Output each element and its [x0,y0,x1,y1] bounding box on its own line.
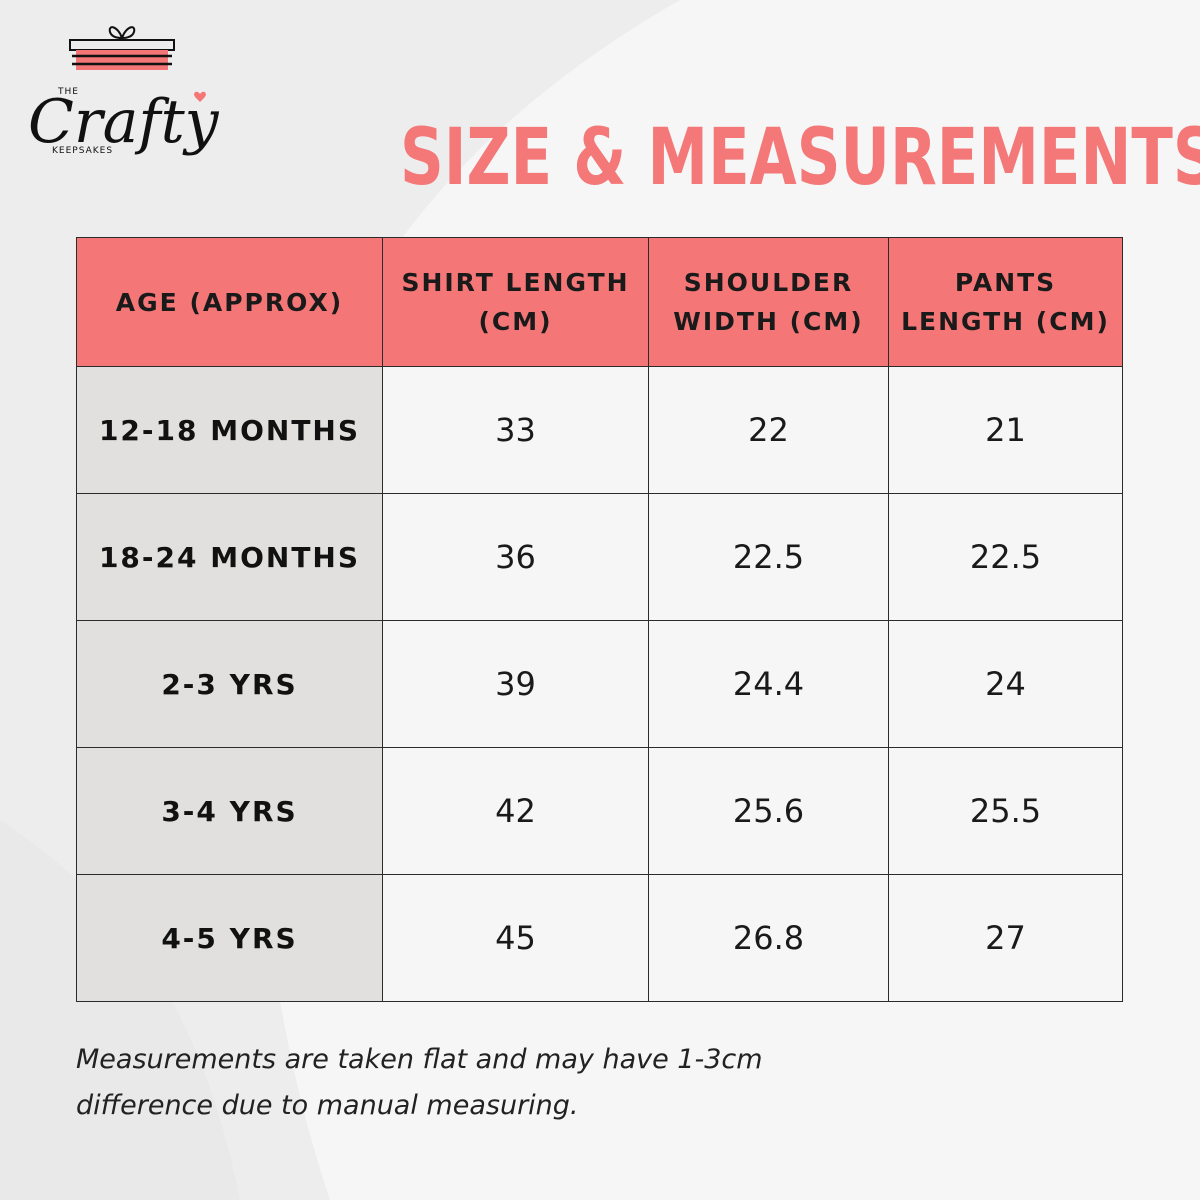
table-row: 3-4 YRS 42 25.6 25.5 [76,747,1123,875]
shoulder-width-cell: 25.6 [648,747,889,875]
svg-text:Crafty: Crafty [28,87,220,157]
shoulder-width-cell: 24.4 [648,620,889,748]
shoulder-width-cell: 26.8 [648,874,889,1002]
header-age: AGE (APPROX) [76,237,383,367]
measurement-note: Measurements are taken flat and may have… [76,1037,896,1129]
gift-box-icon [69,26,175,70]
pants-length-cell: 27 [888,874,1123,1002]
age-cell: 12-18 MONTHS [76,366,383,494]
size-chart-table: AGE (APPROX) SHIRT LENGTH (CM) SHOULDER … [76,237,1123,1002]
age-cell: 2-3 YRS [76,620,383,748]
brand-logo: THE Crafty KEEPSAKES [22,16,222,176]
table-row: 4-5 YRS 45 26.8 27 [76,874,1123,1002]
shirt-length-cell: 45 [382,874,649,1002]
age-cell: 3-4 YRS [76,747,383,875]
header-pants-length: PANTS LENGTH (CM) [888,237,1123,367]
table-row: 18-24 MONTHS 36 22.5 22.5 [76,493,1123,621]
note-line: difference due to manual measuring. [76,1090,579,1121]
shirt-length-cell: 33 [382,366,649,494]
shirt-length-cell: 42 [382,747,649,875]
pants-length-cell: 21 [888,366,1123,494]
age-cell: 18-24 MONTHS [76,493,383,621]
table-row: 12-18 MONTHS 33 22 21 [76,366,1123,494]
shoulder-width-cell: 22 [648,366,889,494]
header-shoulder-width: SHOULDER WIDTH (CM) [648,237,889,367]
table-header-row: AGE (APPROX) SHIRT LENGTH (CM) SHOULDER … [76,237,1123,367]
table-row: 2-3 YRS 39 24.4 24 [76,620,1123,748]
shirt-length-cell: 36 [382,493,649,621]
pants-length-cell: 25.5 [888,747,1123,875]
header-shirt-length: SHIRT LENGTH (CM) [382,237,649,367]
pants-length-cell: 22.5 [888,493,1123,621]
pants-length-cell: 24 [888,620,1123,748]
page-title: SIZE & MEASUREMENTS [400,113,1200,203]
note-line: Measurements are taken flat and may have… [76,1044,763,1075]
svg-text:THE: THE [57,87,79,97]
svg-text:KEEPSAKES: KEEPSAKES [52,146,113,156]
shoulder-width-cell: 22.5 [648,493,889,621]
age-cell: 4-5 YRS [76,874,383,1002]
shirt-length-cell: 39 [382,620,649,748]
